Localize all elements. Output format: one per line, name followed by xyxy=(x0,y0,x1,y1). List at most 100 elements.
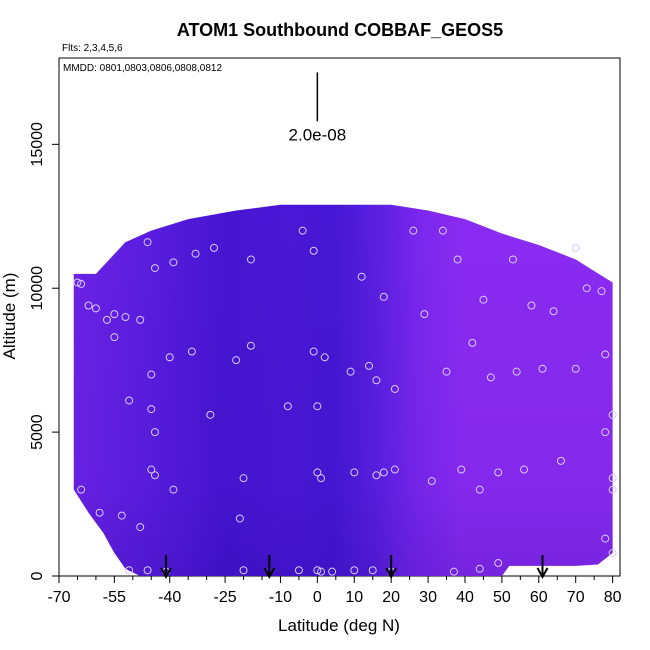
sample-point xyxy=(246,255,255,264)
sample-point xyxy=(102,315,111,324)
sample-point xyxy=(427,477,436,486)
sample-point xyxy=(313,468,322,477)
sample-point xyxy=(438,226,447,235)
x-tick-label: 10 xyxy=(345,589,363,606)
sample-point xyxy=(121,313,130,321)
sample-point xyxy=(538,364,547,373)
sample-point xyxy=(601,534,610,543)
sample-point xyxy=(187,347,196,356)
sample-point xyxy=(479,295,488,304)
sample-point xyxy=(571,243,580,252)
sample-point xyxy=(235,514,244,523)
sample-point xyxy=(453,255,462,264)
sample-point xyxy=(77,279,86,288)
sample-point xyxy=(601,350,610,359)
concentration-field xyxy=(73,204,613,576)
x-tick-label: -10 xyxy=(269,589,292,606)
scale-bar-label: 2.0e-08 xyxy=(289,125,347,144)
sample-point xyxy=(125,566,134,575)
sample-point xyxy=(494,559,503,568)
sample-point xyxy=(420,310,429,319)
sample-point xyxy=(283,402,292,411)
sample-point xyxy=(442,367,451,376)
sample-point xyxy=(309,347,318,356)
sample-point xyxy=(84,301,93,310)
x-tick-label: 40 xyxy=(456,589,474,606)
sample-point xyxy=(365,361,374,370)
sample-point xyxy=(556,456,565,465)
sample-point xyxy=(372,376,381,385)
sample-point xyxy=(136,315,145,324)
field-shading xyxy=(73,204,613,576)
sample-point xyxy=(486,373,495,382)
sample-point xyxy=(169,258,178,267)
sample-point xyxy=(527,301,536,310)
sample-point xyxy=(110,310,119,319)
x-tick-label: -70 xyxy=(47,589,70,606)
sample-point xyxy=(468,338,477,347)
x-tick-label: -55 xyxy=(103,589,126,606)
flights-note: Flts: 2,3,4,5,6 xyxy=(62,43,123,54)
sample-point xyxy=(549,307,558,316)
sample-point xyxy=(449,567,458,576)
sample-point xyxy=(150,471,159,480)
flight-arrow xyxy=(160,555,172,580)
y-tick-label: 0 xyxy=(29,571,46,580)
sample-point xyxy=(379,292,388,301)
sample-point xyxy=(582,284,591,293)
sample-point xyxy=(147,370,156,379)
sample-point xyxy=(150,264,159,273)
sample-point xyxy=(191,249,200,258)
sample-point xyxy=(117,511,126,520)
sample-point xyxy=(298,226,307,235)
sample-point xyxy=(317,567,326,576)
sample-point xyxy=(313,402,322,411)
sample-point xyxy=(147,465,156,474)
sample-point xyxy=(368,566,377,575)
sample-point xyxy=(475,485,484,494)
sample-point xyxy=(457,465,466,474)
sample-point xyxy=(357,272,366,281)
sample-point xyxy=(294,566,303,575)
sample-point xyxy=(379,468,388,477)
sample-point xyxy=(95,508,104,517)
scale-bar: 2.0e-08 xyxy=(289,72,347,144)
sample-point xyxy=(608,474,617,483)
y-tick-label: 5000 xyxy=(29,414,46,450)
sample-point xyxy=(313,566,322,575)
sample-point xyxy=(346,367,355,376)
sample-point xyxy=(390,384,399,393)
sample-point xyxy=(328,567,337,576)
sample-point xyxy=(608,410,617,419)
sample-point xyxy=(169,485,178,494)
x-tick-label: 0 xyxy=(313,589,322,606)
sample-point xyxy=(150,428,159,437)
sample-point xyxy=(136,523,145,532)
sample-point xyxy=(475,564,484,573)
x-tick-label: 70 xyxy=(567,589,585,606)
x-axis-label: Latitude (deg N) xyxy=(278,616,400,635)
sample-point xyxy=(508,255,517,264)
sample-point xyxy=(372,471,381,480)
sample-point xyxy=(143,238,152,247)
sample-point xyxy=(239,566,248,575)
y-tick-label: 10000 xyxy=(29,266,46,311)
sample-point xyxy=(125,396,134,405)
sample-point xyxy=(608,548,617,557)
sample-point xyxy=(409,226,418,235)
y-axis: 0 5000 10000 15000 xyxy=(29,122,59,580)
sample-point xyxy=(317,474,326,483)
x-axis: -70 -55 -40 -25 -10 0 10 20 30 40 50 60 70 80 xyxy=(47,576,622,606)
x-tick-label: 60 xyxy=(530,589,548,606)
sample-point xyxy=(520,465,529,474)
sample-point xyxy=(91,304,100,313)
sample-point xyxy=(147,405,156,414)
sample-point xyxy=(206,410,215,419)
x-tick-label: -40 xyxy=(158,589,181,606)
sample-point xyxy=(246,341,255,350)
flight-arrows xyxy=(160,555,549,580)
sample-point xyxy=(571,364,580,373)
sample-point xyxy=(232,356,241,365)
flight-arrow xyxy=(263,555,276,580)
